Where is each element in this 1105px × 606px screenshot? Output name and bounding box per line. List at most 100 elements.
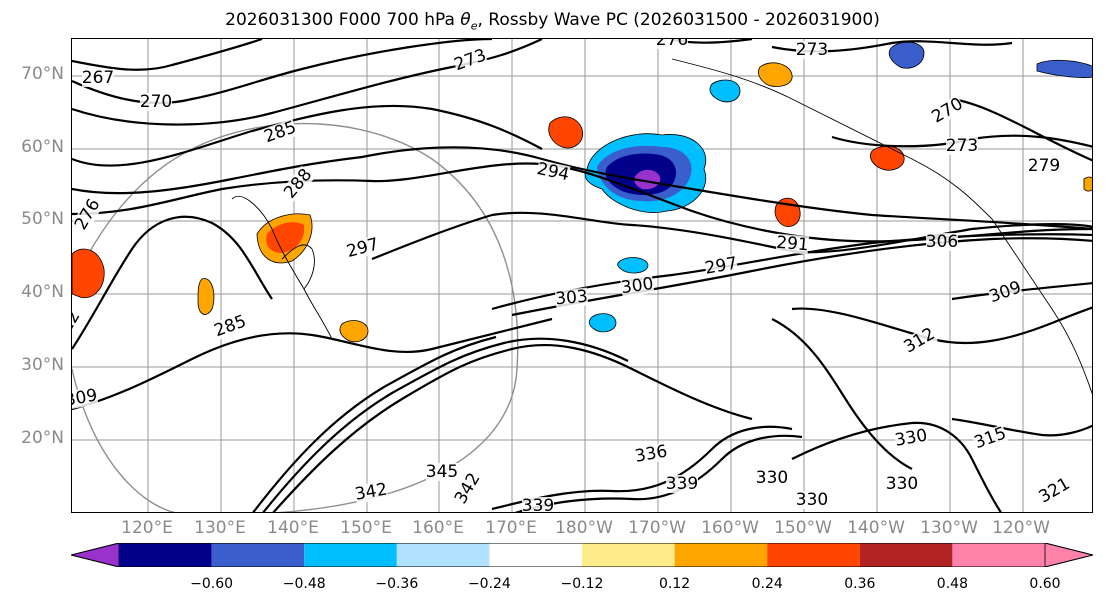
contour-label-bg bbox=[756, 469, 788, 487]
pos-anomaly-alaska bbox=[758, 62, 793, 87]
contour-label: 309 bbox=[72, 385, 99, 410]
lon-label-160W: 160°W bbox=[701, 518, 759, 538]
contour-label-bg bbox=[554, 287, 589, 309]
pos-anomaly-canada bbox=[1083, 176, 1092, 192]
lat-label-20: 20°N bbox=[21, 428, 64, 448]
contour-270 bbox=[72, 39, 493, 105]
contour-label: 339 bbox=[666, 474, 698, 494]
contour-label-bg bbox=[140, 93, 172, 111]
lon-label-120E: 120°E bbox=[121, 518, 173, 538]
colorbar-bin bbox=[489, 543, 582, 567]
neg-anomaly-arctic-ne bbox=[1036, 59, 1092, 78]
contour-label: 312 bbox=[900, 324, 938, 358]
colorbar-extend-low bbox=[71, 543, 120, 567]
contour-label: 273 bbox=[796, 40, 828, 60]
colorbar-tick-label: 0.36 bbox=[844, 576, 876, 592]
lat-label-50: 50°N bbox=[21, 209, 64, 229]
map-panel: 267 270 273 273 276 273 279 270 285 288 294 297 291 2… bbox=[71, 38, 1093, 513]
contour-285 bbox=[72, 104, 543, 167]
coast-asia bbox=[231, 195, 333, 340]
coast-north-america bbox=[991, 218, 1092, 395]
colorbar-bin bbox=[211, 543, 305, 567]
contour-330-east bbox=[791, 421, 1003, 512]
contour-label-bg bbox=[775, 233, 810, 255]
contour-label: 330 bbox=[893, 425, 928, 450]
contour-label: 270 bbox=[928, 94, 966, 128]
lon-label-150W: 150°W bbox=[774, 518, 832, 538]
contour-label-bg bbox=[796, 41, 828, 59]
contour-label-bg bbox=[893, 426, 929, 450]
colorbar-tick-label: −0.12 bbox=[560, 576, 604, 592]
colorbar-tick-label: −0.60 bbox=[190, 576, 234, 592]
theta-e-contours bbox=[72, 39, 1092, 512]
neg-anomaly-arctic-n bbox=[888, 41, 925, 69]
contour-330-b bbox=[262, 337, 629, 512]
contour-label-bg bbox=[926, 233, 958, 251]
contour-label-bg bbox=[353, 480, 389, 504]
pos-anomaly-yukon bbox=[870, 145, 905, 171]
colorbar-extend-high bbox=[1044, 543, 1093, 567]
colorbar-bin bbox=[582, 543, 675, 567]
contour-label-bg bbox=[1036, 474, 1073, 507]
lon-label-170W: 170°W bbox=[628, 518, 686, 538]
contour-279 bbox=[951, 97, 1092, 162]
contour-288 bbox=[72, 146, 1092, 230]
coast-alaska bbox=[671, 58, 993, 220]
colorbar-tick-label: −0.36 bbox=[375, 576, 419, 592]
contour-jet-east bbox=[771, 318, 913, 470]
contour-label: 321 bbox=[1035, 474, 1073, 508]
neg-anomaly-bering bbox=[709, 79, 741, 103]
contour-312-west bbox=[72, 215, 273, 350]
contour-label-bg bbox=[344, 235, 381, 262]
colorbar-bin bbox=[674, 543, 768, 567]
lat-label-30: 30°N bbox=[21, 355, 64, 375]
contour-label: 339 bbox=[522, 496, 554, 513]
contour-330-a bbox=[272, 343, 753, 512]
colorbar-tick-label: 0.60 bbox=[1029, 576, 1061, 592]
lon-label-170E: 170°E bbox=[485, 518, 537, 538]
contour-label: 330 bbox=[756, 468, 788, 488]
colorbar-tick-label: 0.24 bbox=[751, 576, 783, 592]
contour-label-bg bbox=[929, 94, 966, 127]
contour-label: 279 bbox=[1028, 156, 1060, 176]
contour-label-bg bbox=[72, 386, 99, 410]
contour-312-east bbox=[791, 306, 1092, 345]
colorbar-tick-label: −0.24 bbox=[467, 576, 511, 592]
contour-label-bg bbox=[72, 308, 84, 345]
contour-label: 270 bbox=[140, 92, 172, 112]
contour-label-bg bbox=[1028, 157, 1060, 175]
contour-306 bbox=[511, 237, 1092, 317]
contour-336 bbox=[491, 425, 793, 511]
lon-label-160E: 160°E bbox=[412, 518, 464, 538]
contour-273-west bbox=[72, 39, 543, 126]
contour-label-bg bbox=[620, 274, 655, 298]
lon-label-180W: 180°W bbox=[555, 518, 613, 538]
contour-label-bg bbox=[535, 159, 571, 185]
contour-label: 330 bbox=[886, 474, 918, 494]
contour-label: 336 bbox=[633, 441, 668, 466]
contour-297 bbox=[371, 211, 1092, 261]
colorbar bbox=[71, 543, 1093, 567]
contour-label: 342 bbox=[353, 479, 388, 504]
contour-label-bg bbox=[656, 39, 688, 49]
contour-label-bg bbox=[262, 118, 299, 147]
contour-label: 345 bbox=[426, 462, 458, 482]
lat-label-60: 60°N bbox=[21, 137, 64, 157]
colorbar-tick-label: 0.48 bbox=[936, 576, 968, 592]
lat-label-40: 40°N bbox=[21, 282, 64, 302]
pos-anomaly-aleutian-w bbox=[548, 116, 584, 149]
contour-label-bg bbox=[946, 137, 978, 155]
contour-label: 294 bbox=[535, 159, 571, 185]
lon-label-120W: 120°W bbox=[992, 518, 1050, 538]
colorbar-bin bbox=[767, 543, 860, 567]
contour-label: 273 bbox=[946, 136, 978, 156]
neg-anomaly-midpac bbox=[617, 257, 649, 274]
colorbar-bin bbox=[859, 543, 953, 567]
lon-label-130E: 130°E bbox=[194, 518, 246, 538]
title-suffix: , Rossby Wave PC (2026031500 - 202603190… bbox=[477, 10, 880, 30]
title-theta: θ bbox=[460, 10, 471, 30]
contour-label: 288 bbox=[280, 165, 316, 203]
colorbar-bins bbox=[71, 543, 1093, 567]
contour-label-bg bbox=[82, 69, 114, 87]
